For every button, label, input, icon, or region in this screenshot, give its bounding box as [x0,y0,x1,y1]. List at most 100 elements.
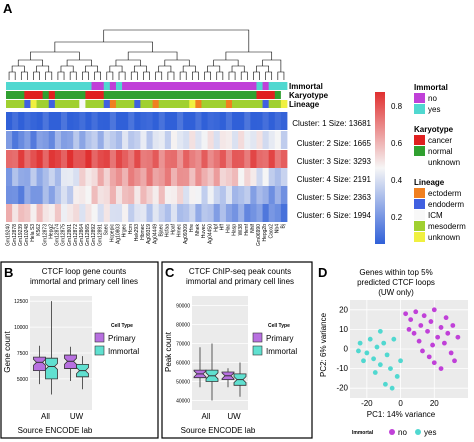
annotation-cell [6,82,13,90]
annotation-cell [92,100,99,108]
annotation-cell [220,91,227,99]
scatter-point [422,313,427,318]
legend-swatch [95,333,104,342]
annotation-cell [140,82,147,90]
panel-b-legend: Primary Immortal [95,333,139,356]
heatmap-cell [73,150,80,168]
y-tick-label: 5000 [17,377,28,383]
annotation-cell [171,91,178,99]
heatmap-cell [195,150,202,168]
panel-c-title-1: CTCF ChIP-seq peak counts [189,267,291,276]
box [34,357,46,370]
cluster-label: Cluster: 3 Size: 3293 [297,157,372,166]
annotation-cell [67,100,74,108]
heatmap-cell [85,112,92,130]
dendrogram-branch [183,66,195,72]
heatmap-cell [226,131,233,149]
heatmap-cell [116,204,123,222]
legend-title: Cell Type [268,323,290,329]
dendrogram-branch [253,72,259,80]
heatmap-cell [208,131,215,149]
heatmap-cell [24,112,31,130]
heatmap-cell [281,186,288,204]
scatter-point [429,319,434,324]
scatter-point [418,323,423,328]
annotation-cell [226,100,233,108]
heatmap-cell [189,168,196,186]
legend-label: cancer [428,136,452,145]
annotation-cell [189,100,196,108]
heatmap-cell [128,204,135,222]
legend-swatch [95,346,104,355]
dendrogram-branch [46,72,52,80]
scatter-point [430,343,435,348]
cluster-label: Cluster: 1 Size: 13681 [292,119,371,128]
heatmap-cell [18,168,25,186]
scatter-point [361,358,366,363]
heatmap-cell [30,204,37,222]
heatmap-cell [110,112,117,130]
annotation-cell [79,82,86,90]
heatmap-cell [195,204,202,222]
heatmap-cell [201,150,208,168]
scatter-point [407,327,412,332]
annotation-cell [238,82,245,90]
dendrogram-branch [55,42,153,52]
sample-label: Gm12874 [55,224,61,246]
sample-label: Bjaec [158,224,164,237]
heatmap-cell [140,131,147,149]
sample-label: Gm19239 [18,224,24,246]
heatmap-cell [140,112,147,130]
annotation-cell [61,100,68,108]
heatmap-cell [122,186,129,204]
heatmap-cell [165,186,172,204]
annotation-cell [208,82,215,90]
sample-label: Hcpepic [110,224,116,243]
annotation-cell [275,100,282,108]
legend-label: no [398,428,407,437]
legend-swatch [414,146,425,156]
heatmap-cell [250,131,257,149]
annotation-cell [92,91,99,99]
heatmap-cell [92,112,99,130]
heatmap-cell [220,131,227,149]
heatmap-cell [244,186,251,204]
heatmap-cell [116,150,123,168]
dendrogram-branch [131,72,137,80]
annotation-label-lineage: Lineage [289,100,320,109]
annotation-cell [226,91,233,99]
sample-label: Gm06990 [256,224,262,246]
heatmap-cell [214,131,221,149]
heatmap-cell [98,204,105,222]
annotation-cell [98,91,105,99]
annotation-cell [61,91,68,99]
colorbar [375,92,385,244]
annotation-cell [244,82,251,90]
legend-swatch [414,232,425,242]
dendrogram-branch [70,72,76,80]
heatmap-cell [269,204,276,222]
annotation-cell [30,82,37,90]
dendrogram-branch [229,72,235,80]
sample-label: Gm10248 [24,224,30,246]
heatmap-cell [12,186,19,204]
heatmap-cell [12,150,19,168]
heatmap-cell [214,204,221,222]
dendrogram-branch [116,60,140,66]
heatmap-cell [244,150,251,168]
legend-label: endoderm [428,200,464,209]
legend-title: Cell Type [111,323,133,329]
sample-label: Nb4 [274,224,280,233]
heatmap-cell [250,186,257,204]
dendrogram-branch [226,52,272,60]
sample-label: Ag04449 [152,224,158,244]
annotation-cell [275,91,282,99]
heatmap-cell [92,186,99,204]
sample-label: Gm12891 [97,224,103,246]
annotation-cell [128,91,135,99]
heatmap-cell [55,112,62,130]
sample-label: Hcfaa [164,224,170,237]
scatter-point [425,329,430,334]
heatmap-cell [24,168,31,186]
